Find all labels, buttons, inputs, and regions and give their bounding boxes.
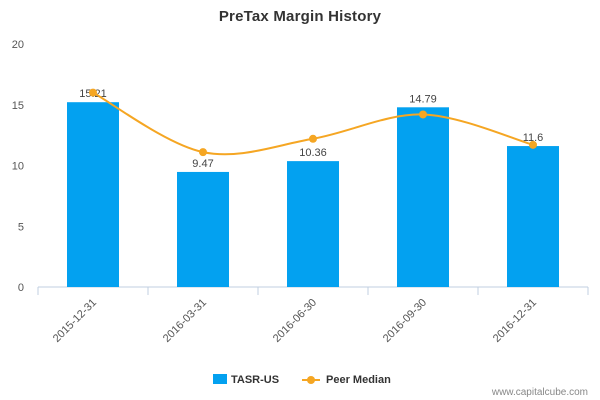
y-axis: 0 5 10 15 20: [12, 39, 24, 294]
x-axis: 2015-12-31 2016-03-31 2016-06-30 2016-09-30…: [37, 286, 589, 345]
peer-median-point: [419, 110, 427, 119]
y-tick-label: 10: [12, 161, 24, 173]
y-tick-label: 20: [12, 39, 24, 51]
bar: [287, 161, 339, 287]
chart-title: PreTax Margin History: [219, 8, 382, 25]
bar: [177, 171, 229, 287]
peer-median-point: [89, 88, 97, 97]
y-tick-label: 15: [12, 100, 24, 112]
data-label: 10.36: [299, 147, 327, 159]
legend-swatch-peer-median-marker: [307, 376, 315, 384]
peer-median-point: [199, 148, 207, 157]
peer-median-point: [309, 134, 317, 143]
bar: [507, 146, 559, 287]
x-tick-label: 2016-03-31: [161, 297, 209, 345]
x-tick-label: 2016-09-30: [381, 297, 429, 345]
legend: TASR-US Peer Median: [213, 374, 391, 386]
watermark: www.capitalcube.com: [491, 387, 588, 398]
y-tick-label: 0: [18, 282, 24, 294]
peer-median-line: [92, 91, 534, 156]
line-series-peer-median: [89, 88, 537, 157]
data-label: 14.79: [409, 93, 437, 105]
data-label: 11.6: [523, 132, 544, 144]
data-label: 9.47: [192, 158, 213, 170]
x-tick-label: 2016-12-31: [491, 297, 539, 345]
bar-series-tasr-us: [67, 102, 559, 287]
peer-median-point: [529, 140, 537, 149]
bar: [67, 102, 119, 287]
legend-swatch-tasr-us: [213, 374, 227, 384]
y-tick-label: 5: [18, 221, 24, 233]
bar: [397, 107, 449, 287]
x-tick-label: 2015-12-31: [51, 297, 99, 345]
legend-label-tasr-us: TASR-US: [231, 374, 279, 386]
x-tick-label: 2016-06-30: [271, 297, 319, 345]
legend-label-peer-median: Peer Median: [326, 374, 391, 386]
